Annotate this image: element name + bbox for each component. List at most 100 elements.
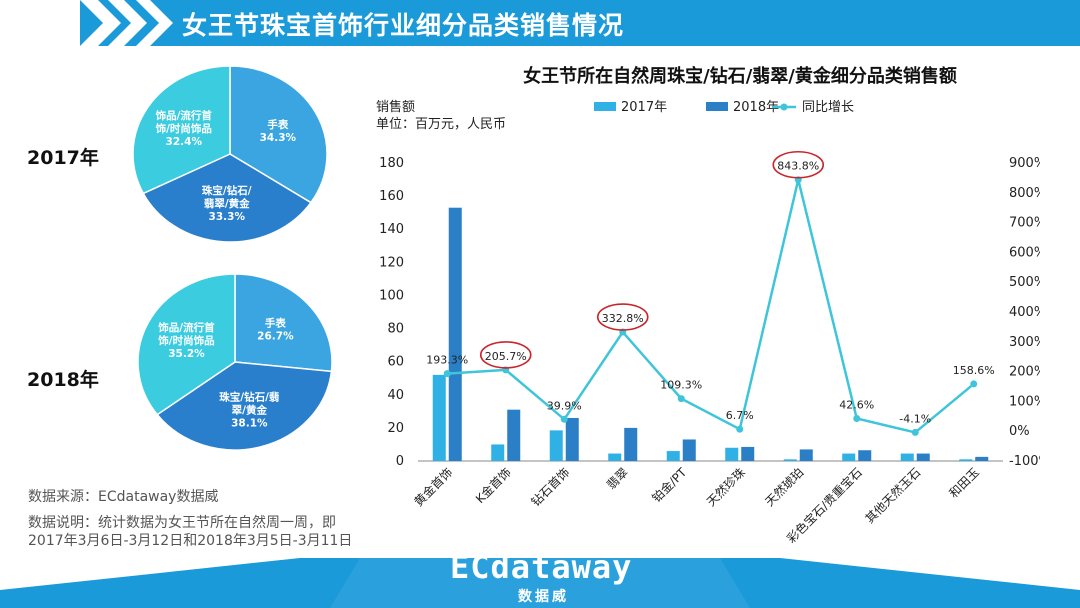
data-description-line2: 2017年3月6日-3月12日和2018年3月5日-3月11日 bbox=[28, 533, 353, 549]
x-tick-label: K金首饰 bbox=[472, 465, 514, 507]
bar-2017 bbox=[608, 453, 622, 461]
growth-data-label: 158.6% bbox=[953, 364, 995, 377]
legend-swatch bbox=[706, 102, 728, 111]
x-tick-label: 翡翠 bbox=[604, 465, 631, 492]
bar-2018 bbox=[916, 453, 930, 461]
pie-slice bbox=[156, 361, 333, 451]
bar-2017 bbox=[725, 447, 739, 461]
y2-tick-label: 900% bbox=[1009, 156, 1040, 171]
x-tick-label: 天然珍珠 bbox=[703, 465, 748, 510]
bar-2018 bbox=[624, 427, 638, 461]
growth-line bbox=[447, 179, 975, 434]
pie-slice-percent: 38.1% bbox=[231, 418, 268, 430]
y-tick-label: 180 bbox=[379, 156, 404, 171]
pie-slice-label: 翠/黄金 bbox=[232, 404, 268, 417]
bar-2017 bbox=[491, 444, 505, 461]
y-tick-label: 80 bbox=[387, 322, 404, 337]
y-tick-label: 160 bbox=[379, 189, 404, 204]
header-chevron-icon bbox=[0, 0, 173, 46]
pie-slice-label: 饰品/流行首 bbox=[158, 321, 215, 334]
pie-slice-label: 珠宝/钻石/ bbox=[202, 184, 252, 197]
pie-slice-label: 饰/时尚饰品 bbox=[156, 122, 212, 135]
bar-2018 bbox=[448, 207, 462, 461]
ecdataway-logo: ECdataway ® 数据威 bbox=[450, 548, 640, 606]
bar-2018 bbox=[565, 417, 579, 461]
bar-2018 bbox=[507, 409, 521, 461]
bar-2018 bbox=[682, 439, 696, 461]
pie-slice-label: 翡翠/黄金 bbox=[204, 197, 250, 210]
pie-slice-percent: 35.2% bbox=[168, 348, 205, 360]
pie-slice-percent: 34.3% bbox=[260, 132, 297, 144]
x-tick-label: 其他天然玉石 bbox=[862, 465, 924, 527]
bar-2017 bbox=[666, 451, 680, 461]
pie-slice-label: 手表 bbox=[267, 118, 288, 131]
pie-slice-label: 饰品/流行首 bbox=[156, 109, 213, 122]
pie-slice bbox=[234, 273, 333, 373]
growth-point bbox=[443, 370, 451, 378]
y2-tick-label: 400% bbox=[1009, 305, 1040, 320]
footer-band bbox=[0, 558, 1080, 608]
y-axis-title: 销售额 bbox=[376, 99, 415, 115]
growth-data-label: 6.7% bbox=[726, 409, 754, 422]
pie-slice-label: 珠宝/钻石/翡 bbox=[219, 391, 280, 404]
legend-label: 2018年 bbox=[733, 100, 779, 115]
growth-data-label: 332.8% bbox=[602, 312, 644, 325]
y-tick-label: 60 bbox=[387, 355, 404, 370]
pie-2017-year-label: 2017年 bbox=[27, 147, 99, 169]
page-title: 女王节珠宝首饰行业细分品类销售情况 bbox=[182, 11, 625, 40]
bar-2017 bbox=[900, 453, 914, 461]
growth-point bbox=[970, 380, 978, 388]
growth-point bbox=[560, 415, 568, 423]
y-tick-label: 0 bbox=[396, 454, 404, 469]
y2-tick-label: 700% bbox=[1009, 216, 1040, 231]
highlight-circle bbox=[596, 303, 649, 331]
chart-title: 女王节所在自然周珠宝/钻石/翡翠/黄金细分品类销售额 bbox=[523, 66, 957, 87]
y2-tick-label: 600% bbox=[1009, 245, 1040, 260]
legend-label: 2017年 bbox=[621, 100, 667, 115]
logo-wordmark: ECdataway bbox=[450, 548, 633, 586]
growth-data-label: 193.3% bbox=[426, 354, 468, 367]
y-tick-label: 20 bbox=[387, 421, 404, 436]
pie-slice bbox=[142, 153, 312, 243]
bar-2018 bbox=[799, 449, 813, 461]
bar-2017 bbox=[783, 459, 797, 461]
x-tick-label: 钻石首饰 bbox=[528, 465, 573, 510]
growth-data-label: 843.8% bbox=[777, 160, 819, 173]
data-description-line1: 数据说明：统计数据为女王节所在自然周一周，即 bbox=[28, 515, 336, 531]
y2-tick-label: 0% bbox=[1009, 424, 1030, 439]
y2-tick-label: 200% bbox=[1009, 365, 1040, 380]
y2-tick-label: 800% bbox=[1009, 186, 1040, 201]
y-tick-label: 140 bbox=[379, 222, 404, 237]
legend-marker bbox=[780, 103, 788, 111]
logo-subtitle: 数据威 bbox=[518, 589, 569, 605]
data-source-note: 数据来源：ECdataway数据威 bbox=[28, 489, 219, 505]
highlight-circle bbox=[772, 150, 825, 179]
y2-tick-label: 500% bbox=[1009, 275, 1040, 290]
pie-slice-percent: 33.3% bbox=[209, 211, 246, 223]
y-axis-title: 单位：百万元，人民币 bbox=[376, 117, 506, 132]
growth-data-label: 109.3% bbox=[660, 379, 702, 392]
highlight-circle bbox=[479, 341, 532, 369]
growth-data-label: 205.7% bbox=[485, 350, 527, 363]
bar-2017 bbox=[842, 453, 856, 461]
pie-slice-label: 手表 bbox=[265, 317, 286, 330]
logo-registered-mark: ® bbox=[622, 550, 632, 561]
growth-point bbox=[911, 428, 919, 436]
header-banner: 女王节珠宝首饰行业细分品类销售情况 bbox=[0, 0, 1080, 46]
x-tick-label: 和田玉 bbox=[947, 465, 982, 500]
growth-data-label: -4.1% bbox=[899, 412, 931, 425]
bar-2017 bbox=[549, 430, 563, 461]
y2-tick-label: 100% bbox=[1009, 394, 1040, 409]
x-tick-label: 黄金首饰 bbox=[411, 465, 456, 510]
y2-tick-label: -100% bbox=[1009, 454, 1040, 469]
bar-2018 bbox=[975, 456, 989, 461]
y2-tick-label: 300% bbox=[1009, 335, 1040, 350]
bar-2018 bbox=[858, 450, 872, 461]
y-tick-label: 100 bbox=[379, 288, 404, 303]
bar-2017 bbox=[432, 374, 446, 461]
y-tick-label: 40 bbox=[387, 388, 404, 403]
bar-2018 bbox=[741, 446, 755, 461]
growth-point bbox=[677, 395, 685, 403]
